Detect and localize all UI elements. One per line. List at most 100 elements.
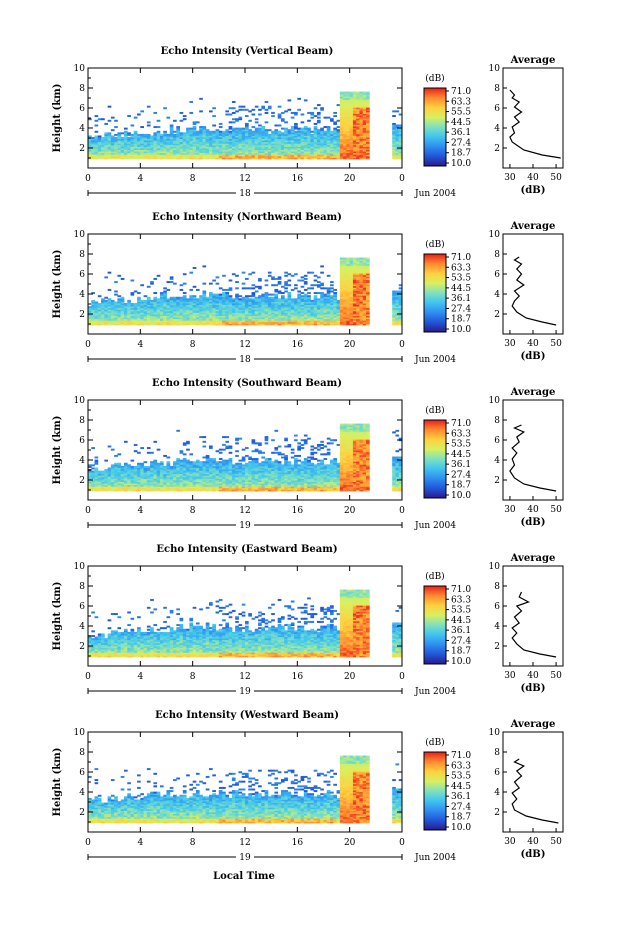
x-tick-label: 16 [292, 340, 304, 350]
heatmap-cell [231, 138, 236, 141]
heatmap-cell [267, 151, 272, 154]
heatmap-cell [97, 318, 102, 321]
heatmap-cell [313, 299, 318, 302]
heatmap-cell [300, 296, 305, 299]
heatmap-cell [156, 274, 161, 277]
heatmap-cell [199, 127, 203, 130]
heatmap-cell [199, 307, 203, 310]
heatmap-cell [303, 307, 308, 310]
heatmap-cell [225, 140, 230, 143]
heatmap-cell [159, 149, 164, 152]
heatmap-cell [114, 465, 118, 468]
heatmap-cell [307, 146, 311, 149]
heatmap-cell [146, 465, 151, 468]
heatmap-cell [179, 478, 184, 481]
heatmap-cell [153, 307, 158, 310]
heatmap-cell [202, 132, 207, 135]
heatmap-cell [182, 309, 187, 312]
heatmap-cell [352, 129, 357, 132]
heatmap-cell [159, 476, 164, 479]
heatmap-cell [231, 118, 236, 121]
heatmap-cell [392, 320, 396, 323]
heatmap-cell [153, 133, 158, 136]
heatmap-cell [366, 122, 370, 125]
heatmap-cell [110, 478, 115, 481]
heatmap-cell [212, 132, 216, 135]
heatmap-cell [192, 140, 197, 143]
heatmap-cell [94, 318, 99, 321]
heatmap-cell [186, 472, 190, 475]
heatmap-cell [366, 126, 370, 129]
heatmap-cell [366, 301, 370, 304]
heatmap-cell [150, 304, 154, 307]
heatmap-cell [303, 151, 308, 154]
heatmap-cell [222, 461, 226, 464]
heatmap-cell [218, 462, 223, 465]
heatmap-cell [359, 157, 364, 160]
heatmap-cell [395, 124, 400, 127]
heatmap-cell [143, 470, 148, 473]
heatmap-cell [156, 486, 161, 489]
heatmap-cell [346, 301, 351, 304]
heatmap-cell [176, 296, 180, 299]
heatmap-cell [349, 140, 354, 143]
heatmap-cell [359, 309, 364, 312]
heatmap-cell [287, 292, 292, 295]
colorbar [423, 87, 447, 167]
heatmap-cell [114, 484, 118, 487]
heatmap-cell [107, 478, 112, 481]
heatmap-cell [130, 321, 135, 324]
heatmap-cell [300, 307, 305, 310]
heatmap-cell [173, 489, 177, 492]
heatmap-cell [143, 140, 148, 143]
heatmap-cell [352, 144, 357, 147]
heatmap-cell [258, 113, 262, 116]
heatmap-cell [336, 141, 341, 144]
heatmap-cell [359, 257, 364, 260]
y-tick-label: 10 [74, 230, 86, 240]
heatmap-cell [241, 309, 246, 312]
heatmap-cell [173, 138, 177, 141]
heatmap-cell [202, 469, 207, 472]
heatmap-cell [307, 135, 311, 138]
heatmap-cell [222, 155, 226, 158]
heatmap-cell [107, 472, 112, 475]
heatmap-cell [110, 129, 115, 132]
heatmap-cell [195, 487, 200, 490]
heatmap-cell [349, 262, 354, 265]
heatmap-cell [362, 116, 367, 119]
heatmap-cell [343, 288, 347, 291]
heatmap-cell [176, 429, 180, 432]
heatmap-cell [320, 133, 324, 136]
heatmap-cell [245, 314, 249, 316]
heatmap-cell [91, 149, 95, 152]
heatmap-cell [395, 298, 400, 301]
heatmap-cell [120, 484, 125, 487]
heatmap-cell [114, 119, 118, 122]
heatmap-cell [143, 317, 148, 320]
heatmap-cell [245, 315, 249, 318]
heatmap-cell [349, 312, 354, 315]
heatmap-cell [137, 317, 141, 320]
heatmap-cell [153, 148, 158, 150]
heatmap-cell [209, 149, 213, 152]
heatmap-cell [182, 320, 187, 323]
heatmap-cell [179, 284, 184, 287]
heatmap-cell [192, 464, 197, 467]
heatmap-cell [323, 321, 328, 324]
heatmap-cell [173, 483, 177, 486]
heatmap-cell [166, 467, 171, 470]
heatmap-cell [343, 129, 347, 132]
heatmap-cell [182, 476, 187, 479]
heatmap-cell [352, 118, 357, 121]
heatmap-cell [352, 97, 357, 100]
heatmap-cell [245, 146, 249, 149]
heatmap-cell [395, 317, 400, 320]
heatmap-cell [88, 484, 92, 487]
heatmap-cell [137, 473, 141, 476]
heatmap-cell [267, 137, 272, 140]
heatmap-cell [346, 281, 351, 284]
heatmap-cell [176, 129, 180, 132]
heatmap-cell [398, 318, 403, 321]
heatmap-cell [114, 467, 118, 470]
